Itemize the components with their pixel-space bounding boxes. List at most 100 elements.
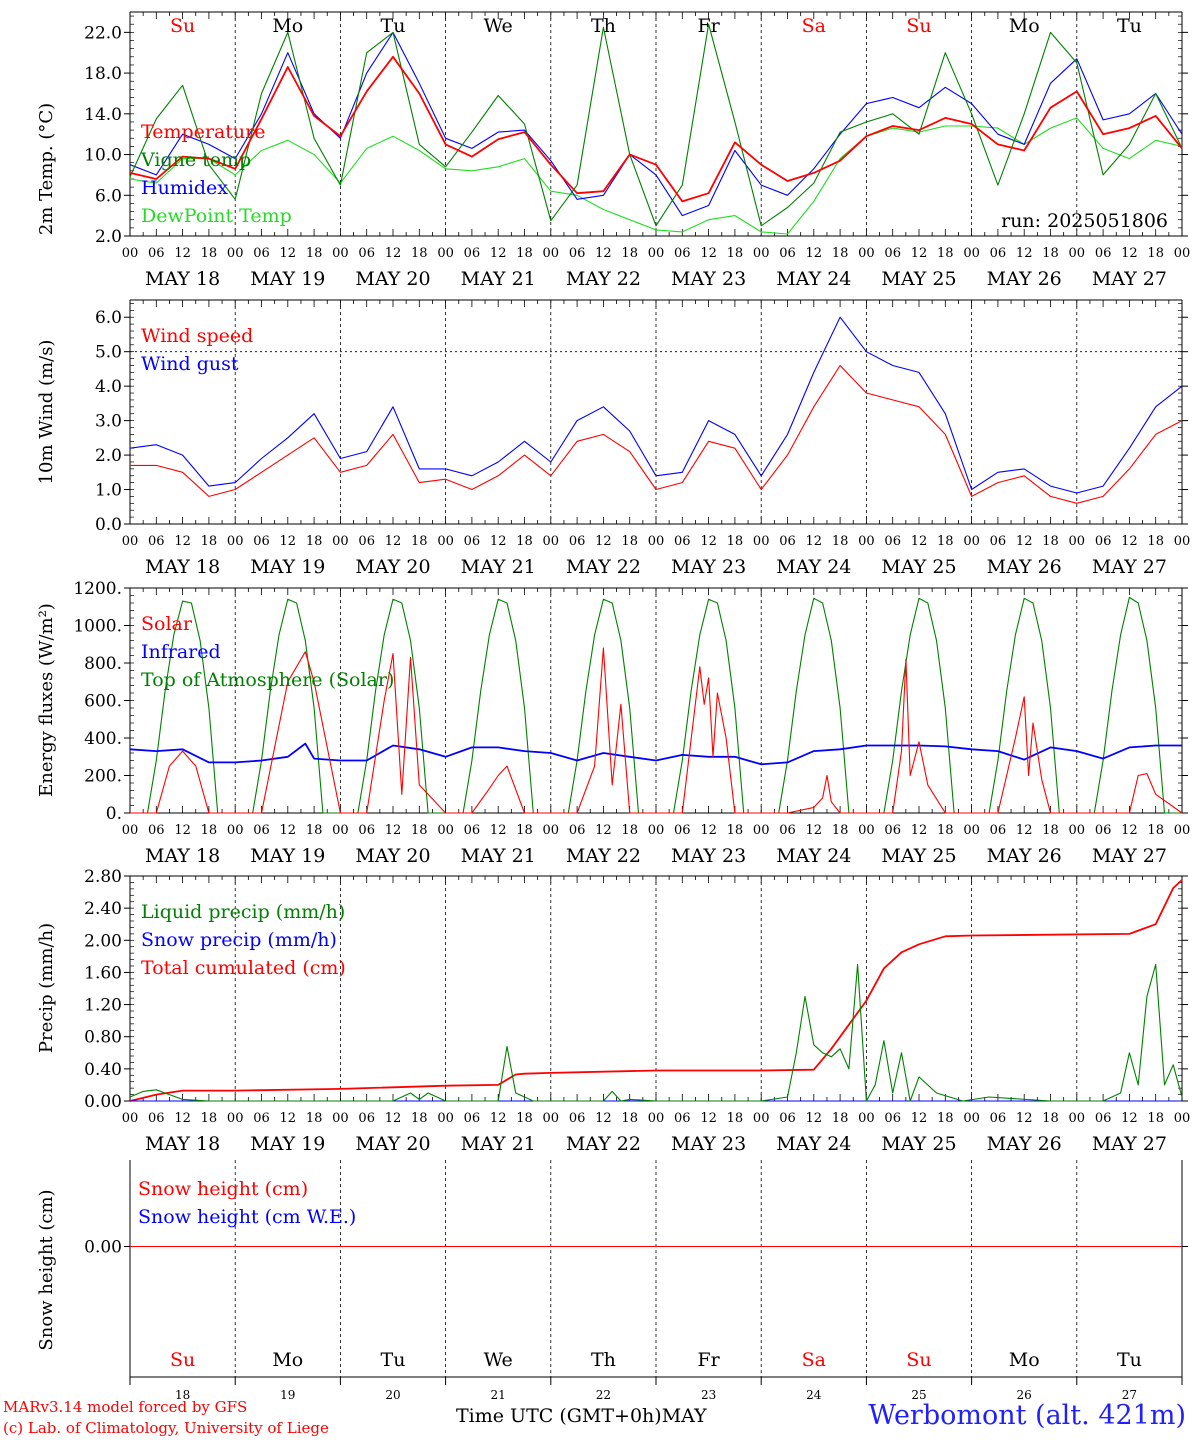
y-tick-label: 600. — [84, 692, 122, 712]
x-hour-label: 06 — [569, 1111, 586, 1126]
x-hour-label: 00 — [648, 534, 665, 549]
series-line-dewpoint-temp — [129, 117, 1183, 235]
x-hour-label: 00 — [963, 1111, 980, 1126]
x-hour-label: 12 — [806, 246, 823, 261]
x-hour-label: 00 — [1069, 246, 1086, 261]
x-hour-label: 00 — [227, 823, 244, 838]
x-hour-label: 18 — [937, 1111, 954, 1126]
x-hour-label: 18 — [516, 823, 533, 838]
x-hour-label: 12 — [911, 823, 928, 838]
y-tick-label: 1.0 — [95, 481, 122, 501]
y-tick-label: 0.00 — [84, 1092, 122, 1112]
x-hour-label: 06 — [253, 246, 270, 261]
x-date-label: MAY 21 — [461, 556, 536, 578]
x-hour-label: 12 — [1121, 1111, 1138, 1126]
legend-label: Total cumulated (cm) — [141, 957, 346, 979]
x-hour-label: 18 — [411, 246, 428, 261]
legend-label: Wind gust — [141, 353, 239, 375]
y-tick-label: 0.00 — [84, 1238, 122, 1258]
y-tick-label: 0. — [106, 804, 122, 824]
weekday-label: Mo — [1009, 15, 1040, 37]
x-hour-label: 12 — [700, 1111, 717, 1126]
x-hour-label: 00 — [332, 823, 349, 838]
x-hour-label: 12 — [490, 823, 507, 838]
series-line-temperature — [129, 55, 1183, 203]
weekday-label: Tu — [1117, 1349, 1142, 1371]
x-hour-label: 12 — [911, 534, 928, 549]
x-hour-label: 06 — [779, 823, 796, 838]
x-hour-label: 00 — [1174, 1111, 1191, 1126]
x-axis-title: Time UTC (GMT+0h)MAY — [456, 1405, 707, 1427]
legend-label: Humidex — [141, 177, 228, 199]
y-axis-title: Precip (mm/h) — [36, 923, 57, 1053]
x-hour-label: 18 — [306, 246, 323, 261]
series-line-solar — [130, 647, 1183, 814]
x-day-number: 26 — [1017, 1388, 1032, 1402]
x-date-label: MAY 26 — [987, 556, 1062, 578]
x-day-number: 25 — [911, 1388, 926, 1402]
x-date-label: MAY 21 — [461, 268, 536, 290]
x-date-label: MAY 25 — [881, 268, 956, 290]
legend-label: Snow height (cm) — [138, 1178, 308, 1200]
x-hour-label: 06 — [884, 1111, 901, 1126]
site-name: Werbomont (alt. 421m) — [868, 1400, 1186, 1431]
x-date-label: MAY 27 — [1092, 268, 1167, 290]
x-date-label: MAY 19 — [250, 556, 325, 578]
x-date-label: MAY 25 — [881, 1133, 956, 1155]
x-hour-label: 06 — [358, 1111, 375, 1126]
weekday-label: Mo — [272, 1349, 303, 1371]
y-tick-label: 2.40 — [84, 899, 122, 919]
x-hour-label: 00 — [332, 1111, 349, 1126]
x-date-label: MAY 25 — [881, 845, 956, 867]
x-date-label: MAY 19 — [250, 268, 325, 290]
x-hour-label: 18 — [516, 1111, 533, 1126]
x-hour-label: 12 — [385, 534, 402, 549]
x-hour-label: 18 — [832, 1111, 849, 1126]
series-line-wind-speed — [130, 364, 1183, 504]
x-day-number: 19 — [280, 1388, 295, 1402]
x-hour-label: 06 — [674, 1111, 691, 1126]
x-date-label: MAY 27 — [1092, 1133, 1167, 1155]
x-hour-label: 00 — [753, 1111, 770, 1126]
x-hour-label: 18 — [727, 823, 744, 838]
y-tick-label: 2.0 — [95, 227, 122, 247]
x-hour-label: 18 — [832, 823, 849, 838]
x-hour-label: 06 — [253, 1111, 270, 1126]
x-hour-label: 06 — [1095, 1111, 1112, 1126]
legend-label: Top of Atmosphere (Solar) — [141, 669, 394, 691]
x-hour-label: 18 — [306, 823, 323, 838]
x-hour-label: 06 — [569, 534, 586, 549]
y-tick-label: 3.0 — [95, 412, 122, 432]
weekday-label: We — [484, 1349, 513, 1371]
y-tick-label: 1.60 — [84, 963, 122, 983]
x-hour-label: 18 — [621, 534, 638, 549]
y-tick-label: 6.0 — [95, 308, 122, 328]
x-hour-label: 06 — [674, 534, 691, 549]
x-hour-label: 00 — [963, 823, 980, 838]
legend-label: Vigne temp — [140, 149, 251, 171]
x-date-label: MAY 18 — [145, 845, 220, 867]
x-hour-label: 00 — [437, 823, 454, 838]
x-hour-label: 00 — [437, 1111, 454, 1126]
x-hour-label: 06 — [464, 1111, 481, 1126]
x-hour-label: 06 — [884, 246, 901, 261]
x-hour-label: 00 — [858, 823, 875, 838]
series-line-vigne-temp — [129, 23, 1183, 227]
x-date-label: MAY 25 — [881, 556, 956, 578]
x-hour-label: 12 — [595, 1111, 612, 1126]
weekday-label: Fr — [697, 1349, 720, 1371]
x-hour-label: 00 — [753, 823, 770, 838]
x-hour-label: 12 — [1016, 1111, 1033, 1126]
weekday-label: Sa — [802, 15, 826, 37]
x-hour-label: 18 — [727, 534, 744, 549]
x-hour-label: 00 — [227, 534, 244, 549]
x-hour-label: 12 — [595, 534, 612, 549]
x-hour-label: 18 — [516, 246, 533, 261]
x-hour-label: 12 — [911, 246, 928, 261]
x-hour-label: 00 — [648, 823, 665, 838]
x-hour-label: 00 — [1069, 1111, 1086, 1126]
y-tick-label: 400. — [84, 729, 122, 749]
x-hour-label: 00 — [648, 1111, 665, 1126]
x-date-label: MAY 22 — [566, 268, 641, 290]
